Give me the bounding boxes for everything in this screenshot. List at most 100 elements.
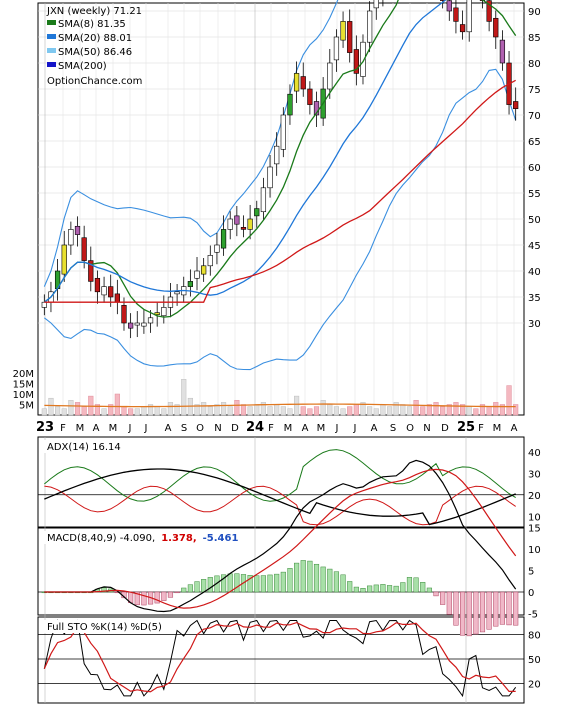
- time-tick-label: M: [284, 423, 293, 434]
- volume-bar: [333, 406, 340, 416]
- candle-body: [327, 62, 333, 90]
- candle-body: [214, 244, 220, 253]
- macd-tick-label: 15: [528, 524, 541, 535]
- volume-bar: [406, 406, 413, 416]
- volume-bar: [300, 406, 306, 416]
- macd-histogram-bar: [227, 573, 233, 593]
- macd-line: [44, 459, 517, 613]
- volume-bar: [227, 406, 233, 416]
- price-panel-frame: [37, 2, 525, 416]
- macd-histogram-bar: [307, 560, 313, 593]
- volume-bar: [340, 408, 346, 416]
- candle-body: [187, 281, 193, 287]
- volume-bar: [466, 406, 472, 416]
- volume-bar: [347, 406, 353, 416]
- macd-label-main: MACD(8,40,9) -4.090,: [47, 533, 155, 544]
- candles: [41, 0, 519, 339]
- candle-body: [466, 0, 472, 33]
- candle-body: [101, 286, 107, 296]
- volume-tick-label: 10M: [13, 390, 34, 401]
- macd-histogram-bar: [380, 584, 386, 593]
- sma20-line: [43, 0, 447, 303]
- macd-histogram-bar: [220, 574, 227, 593]
- candle-body: [227, 218, 233, 230]
- macd-panel-frame: [37, 527, 525, 616]
- volume-bar: [154, 406, 160, 416]
- time-tick-label: F: [268, 423, 274, 434]
- volume-bar: [48, 397, 54, 416]
- legend-swatch-sma8: [47, 20, 56, 25]
- volume-tick-label: 15M: [13, 380, 34, 391]
- candle-body: [234, 215, 240, 225]
- sto-d-line: [43, 621, 516, 693]
- macd-histogram-bar: [101, 587, 107, 593]
- macd-tick-label: -5: [528, 610, 538, 621]
- macd-histogram-bar: [333, 571, 340, 593]
- macd-histogram-bar: [393, 585, 399, 593]
- time-tick-label: N: [214, 423, 221, 434]
- volume-bar: [181, 379, 187, 416]
- time-tick-label: A: [371, 423, 378, 434]
- time-tick-label: M: [317, 423, 326, 434]
- macd-histogram-bar: [513, 591, 519, 626]
- volume-bar: [247, 406, 253, 416]
- legend-sma20: SMA(20) 88.01: [58, 33, 132, 44]
- candle-body: [141, 322, 147, 327]
- volume-bar: [147, 404, 154, 416]
- candle-body: [61, 244, 67, 275]
- candle-body: [313, 101, 320, 116]
- sto-panel-frame: [37, 616, 525, 704]
- macd-histogram-bar: [479, 591, 486, 633]
- time-tick-label: N: [423, 423, 430, 434]
- volume-bar: [373, 408, 379, 416]
- legend-sma50: SMA(50) 86.46: [58, 47, 132, 58]
- price-tick-label: 75: [528, 85, 541, 96]
- candle-body: [161, 307, 167, 317]
- volume-bar: [453, 402, 459, 416]
- candle-body: [453, 7, 459, 22]
- time-tick-label: A: [511, 423, 518, 434]
- macd-histogram-bar: [260, 575, 266, 593]
- candle-body: [347, 21, 353, 53]
- candle-body: [493, 17, 499, 38]
- moving-averages: [43, 0, 517, 318]
- candle-body: [108, 286, 114, 298]
- candle-body: [94, 277, 101, 293]
- candle-body: [440, 0, 446, 1]
- volume-bar: [499, 404, 505, 416]
- time-tick-label: J: [128, 423, 132, 434]
- volume-bar: [114, 393, 120, 416]
- candle-body: [254, 208, 260, 217]
- candle-body: [307, 88, 313, 105]
- sma8-line: [43, 0, 517, 318]
- macd-histogram-bar: [194, 581, 200, 593]
- volume-bar: [280, 406, 286, 416]
- time-tick-label: A: [93, 423, 100, 434]
- volume-tick-label: 5M: [19, 401, 34, 412]
- volume-bar: [207, 406, 213, 416]
- chart-title: JXN (weekly) 71.21: [46, 6, 142, 17]
- macd-histogram-bar: [340, 574, 346, 593]
- price-tick-label: 45: [528, 241, 541, 252]
- volume-bar: [320, 400, 326, 416]
- time-tick-label: D: [231, 423, 239, 434]
- macd-histogram-bar: [161, 591, 167, 601]
- volume-bar: [446, 404, 452, 416]
- legend-sma8: SMA(8) 81.35: [58, 19, 126, 30]
- macd-signal-line: [44, 468, 517, 609]
- volume-bar: [313, 406, 320, 416]
- volume-bar: [307, 408, 313, 416]
- adx-tick-label: 20: [528, 491, 541, 502]
- volume-bar: [413, 400, 419, 416]
- candle-body: [353, 49, 359, 74]
- time-tick-label: 24: [246, 420, 264, 435]
- candle-body: [128, 322, 134, 329]
- volume-bar: [141, 406, 147, 416]
- volume-tick-label: 20M: [13, 369, 34, 380]
- legend: JXN (weekly) 71.21 SMA(8) 81.35 SMA(20) …: [46, 6, 142, 87]
- candle-body: [513, 101, 519, 110]
- macd-histogram-bar: [499, 591, 505, 625]
- macd-histogram-bar: [473, 591, 479, 635]
- candle-body: [367, 10, 373, 43]
